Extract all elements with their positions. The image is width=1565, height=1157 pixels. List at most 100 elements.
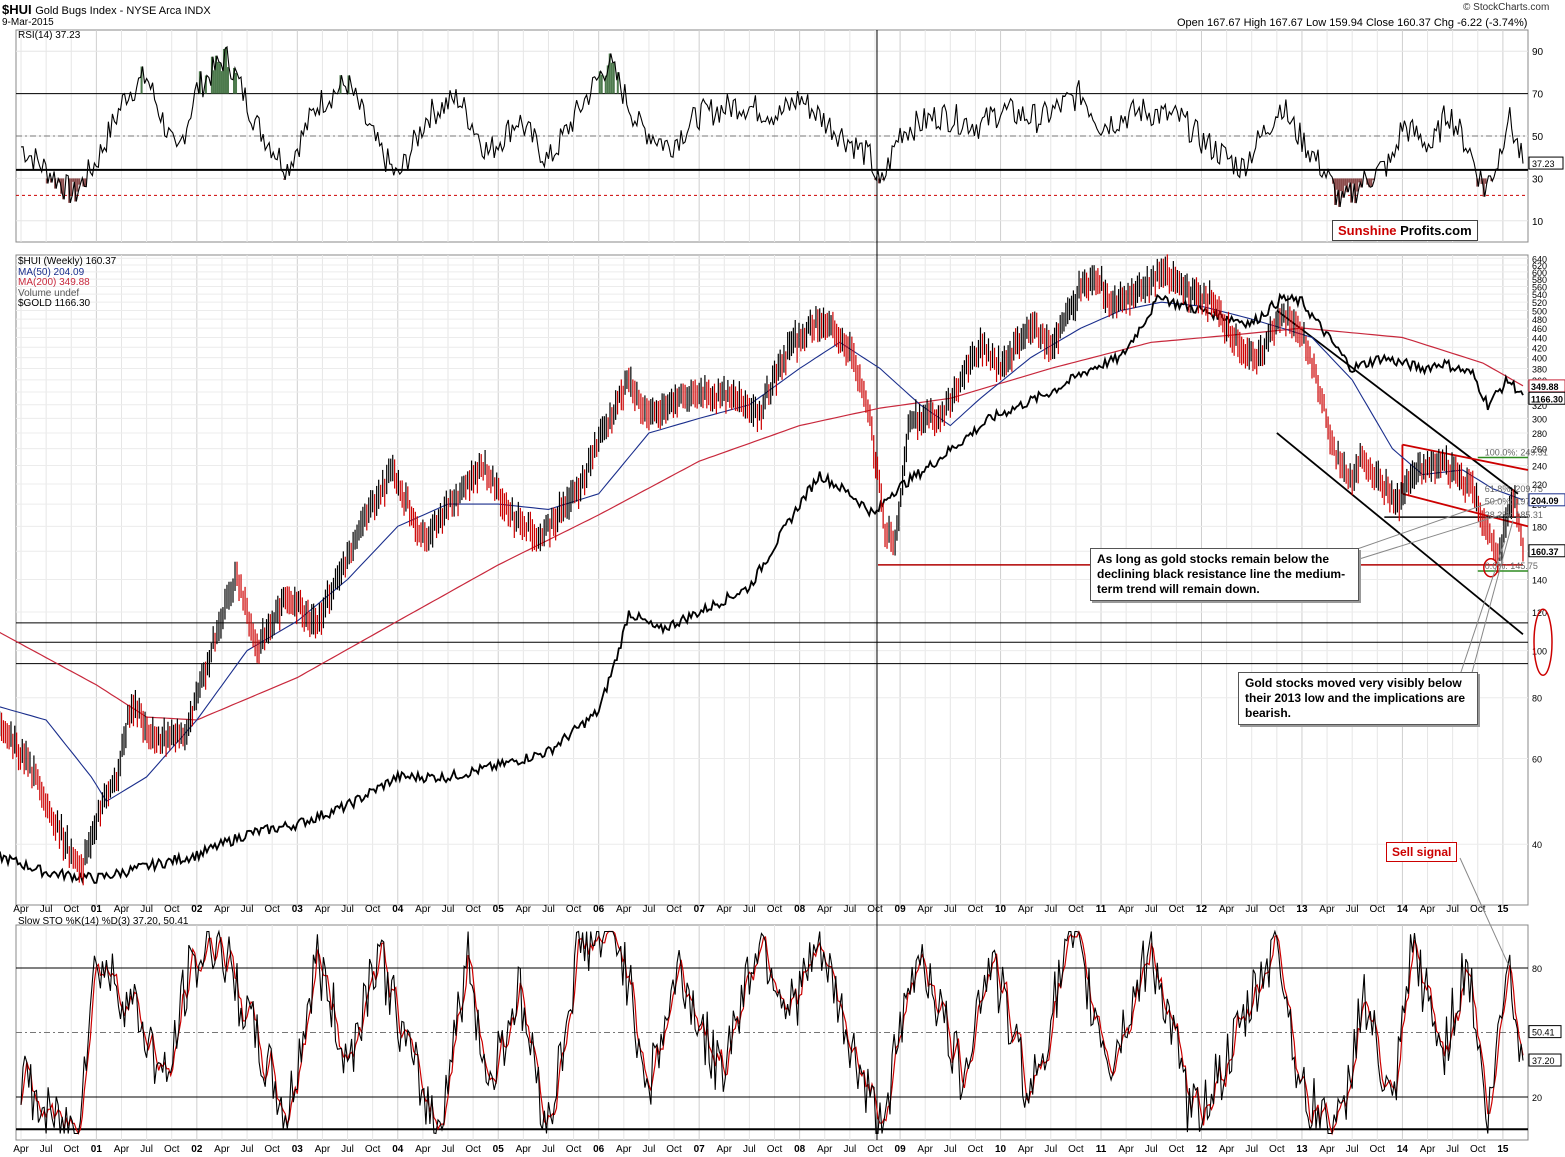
rsi-overbought-fill <box>598 71 601 94</box>
rsi-oversold-fill <box>1338 178 1341 207</box>
price-tick: 420 <box>1532 343 1547 353</box>
x-label-price: 08 <box>794 904 806 915</box>
x-label-price: Oct <box>264 904 280 915</box>
price-tick: 380 <box>1532 364 1547 374</box>
price-tick: 240 <box>1532 462 1547 472</box>
x-label-sto: Jul <box>542 1144 555 1155</box>
rsi-oversold-fill <box>1356 178 1359 192</box>
x-label-sto: Jul <box>743 1144 756 1155</box>
rsi-oversold-fill <box>1348 178 1351 183</box>
declining-resistance-line <box>1276 309 1519 495</box>
x-label-sto: Jul <box>140 1144 153 1155</box>
rsi-oversold-fill <box>1352 178 1355 184</box>
x-label-sto: 02 <box>191 1144 203 1155</box>
rsi-overbought-fill <box>616 72 619 94</box>
gold-line <box>0 292 1524 884</box>
fib-label: 100.0%: 249.31 <box>1485 448 1548 458</box>
x-label-price: Jul <box>542 904 555 915</box>
price-tick: 100 <box>1532 647 1547 657</box>
rsi-oversold-fill <box>1370 178 1373 187</box>
x-label-price: 06 <box>593 904 605 915</box>
x-label-sto: Apr <box>415 1144 431 1155</box>
x-label-price: 04 <box>392 904 404 915</box>
x-label-price: Oct <box>63 904 79 915</box>
x-label-price: Jul <box>140 904 153 915</box>
x-label-sto: 04 <box>392 1144 404 1155</box>
x-label-sto: Jul <box>643 1144 656 1155</box>
x-label-sto: Apr <box>214 1144 230 1155</box>
rsi-title: RSI(14) 37.23 <box>18 30 81 41</box>
sto-tick: 80 <box>1532 964 1542 974</box>
x-label-price: Oct <box>365 904 381 915</box>
symbol: $HUI <box>2 2 32 17</box>
x-label-price: 11 <box>1096 904 1107 915</box>
price-tick: 320 <box>1532 401 1547 411</box>
rsi-tick: 70 <box>1532 90 1544 101</box>
x-label-sto: Oct <box>63 1144 79 1155</box>
rsi-tick: 90 <box>1532 47 1544 58</box>
x-label-price: Jul <box>1346 904 1359 915</box>
rsi-overbought-fill <box>216 61 219 94</box>
x-label-sto: Oct <box>1169 1144 1185 1155</box>
x-label-sto: Oct <box>867 1144 883 1155</box>
x-label-sto: Apr <box>917 1144 933 1155</box>
x-label-price: Oct <box>465 904 481 915</box>
legend-ma50: MA(50) 204.09 <box>18 266 85 278</box>
x-label-sto: Apr <box>1420 1144 1436 1155</box>
price-tick: 540 <box>1532 290 1547 300</box>
resistance-note: As long as gold stocks remain below the … <box>1090 548 1359 601</box>
rsi-oversold-fill <box>882 178 885 181</box>
rsi-overbought-fill <box>604 75 607 94</box>
rsi-oversold-fill <box>76 178 79 192</box>
x-label-sto: Oct <box>465 1144 481 1155</box>
rsi-oversold-fill <box>873 178 876 180</box>
rsi-oversold-fill <box>1358 178 1361 183</box>
x-label-sto: Jul <box>241 1144 254 1155</box>
sto-value-label: 50.41 <box>1532 1028 1555 1038</box>
rsi-overbought-fill <box>212 70 215 94</box>
x-label-price: Oct <box>968 904 984 915</box>
x-label-sto: Jul <box>1245 1144 1258 1155</box>
fib-label: 38.2%: 185.31 <box>1485 510 1543 520</box>
symbol-name: Gold Bugs Index - NYSE Arca INDX <box>35 5 211 17</box>
x-label-sto: Apr <box>1319 1144 1335 1155</box>
x-label-price: 07 <box>694 904 706 915</box>
x-label-sto: 14 <box>1397 1144 1409 1155</box>
x-label-sto: Jul <box>40 1144 53 1155</box>
x-label-sto: 13 <box>1296 1144 1308 1155</box>
rsi-tick: 50 <box>1532 132 1544 143</box>
x-label-price: Apr <box>616 904 632 915</box>
x-label-price: Jul <box>1145 904 1158 915</box>
rsi-overbought-fill <box>612 61 615 94</box>
ohlc-readout: Open 167.67 High 167.67 Low 159.94 Close… <box>1177 17 1528 29</box>
series-layer <box>0 45 1524 1136</box>
axis-circle <box>1533 608 1553 677</box>
rsi-oversold-fill <box>1340 178 1343 192</box>
x-label-price: Apr <box>716 904 732 915</box>
price-tick: 480 <box>1532 315 1547 325</box>
price-value-label: 204.09 <box>1531 496 1559 506</box>
price-tick: 300 <box>1532 414 1547 424</box>
resistance-note-pointer <box>1339 498 1502 556</box>
price-legend: $HUI (Weekly) 160.37 MA(50) 204.09 MA(20… <box>18 256 116 310</box>
x-label-sto: Jul <box>1044 1144 1057 1155</box>
x-label-price: Apr <box>817 904 833 915</box>
x-label-price: 01 <box>91 904 103 915</box>
price-tick: 280 <box>1532 429 1547 439</box>
x-label-sto: Jul <box>1145 1144 1158 1155</box>
sto-k-line <box>20 929 1524 1135</box>
x-label-price: Jul <box>241 904 254 915</box>
sto-value-label: 37.20 <box>1532 1056 1555 1066</box>
rsi-oversold-fill <box>84 178 87 187</box>
x-label-sto: Apr <box>516 1144 532 1155</box>
x-label-sto: 09 <box>895 1144 907 1155</box>
x-label-sto: Oct <box>1370 1144 1386 1155</box>
x-label-price: Oct <box>1068 904 1084 915</box>
rsi-overbought-fill <box>610 62 613 94</box>
x-label-price: Apr <box>114 904 130 915</box>
x-label-price: Oct <box>767 904 783 915</box>
rsi-oversold-fill <box>1484 178 1487 184</box>
watermark-part1: Sunshine <box>1338 223 1397 238</box>
price-value-label: 349.88 <box>1531 382 1559 392</box>
rsi-overbought-fill <box>226 67 229 94</box>
